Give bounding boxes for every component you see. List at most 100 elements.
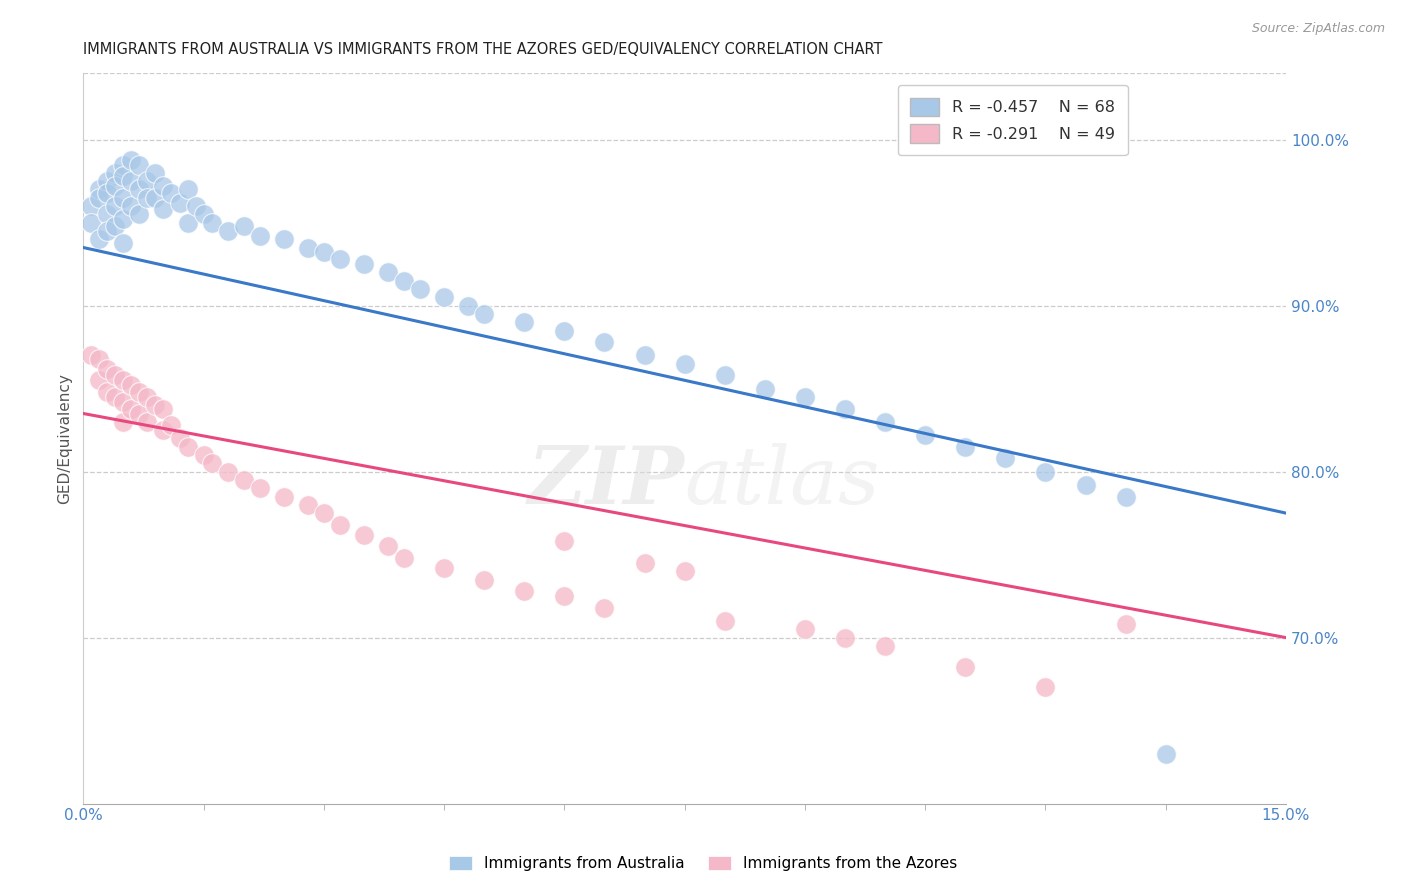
Point <box>433 561 456 575</box>
Point <box>377 539 399 553</box>
Point <box>673 357 696 371</box>
Point <box>217 465 239 479</box>
Point <box>1074 478 1097 492</box>
Point <box>145 191 167 205</box>
Point <box>377 265 399 279</box>
Point <box>793 390 815 404</box>
Text: atlas: atlas <box>685 443 880 521</box>
Point <box>232 219 254 233</box>
Point <box>128 182 150 196</box>
Point <box>120 153 142 167</box>
Point <box>160 186 183 200</box>
Point <box>169 195 191 210</box>
Point <box>96 361 118 376</box>
Point <box>297 498 319 512</box>
Point <box>593 600 616 615</box>
Point <box>249 228 271 243</box>
Point <box>112 157 135 171</box>
Point <box>217 224 239 238</box>
Point <box>1154 747 1177 761</box>
Point <box>104 179 127 194</box>
Point <box>176 440 198 454</box>
Point <box>89 182 111 196</box>
Point <box>136 174 159 188</box>
Point <box>193 207 215 221</box>
Point <box>392 274 415 288</box>
Point <box>713 368 735 383</box>
Point <box>104 390 127 404</box>
Point <box>80 216 103 230</box>
Point <box>754 382 776 396</box>
Point <box>152 401 174 416</box>
Point <box>152 423 174 437</box>
Point <box>136 191 159 205</box>
Point <box>312 245 335 260</box>
Point <box>176 182 198 196</box>
Point <box>329 517 352 532</box>
Point <box>128 384 150 399</box>
Point <box>96 384 118 399</box>
Point <box>633 348 655 362</box>
Point <box>1115 490 1137 504</box>
Point <box>184 199 207 213</box>
Point <box>89 232 111 246</box>
Point <box>472 573 495 587</box>
Point <box>112 373 135 387</box>
Point <box>472 307 495 321</box>
Point <box>312 506 335 520</box>
Point <box>136 415 159 429</box>
Point <box>1115 617 1137 632</box>
Legend: R = -0.457    N = 68, R = -0.291    N = 49: R = -0.457 N = 68, R = -0.291 N = 49 <box>897 85 1128 155</box>
Point <box>96 207 118 221</box>
Point <box>112 169 135 183</box>
Point <box>112 212 135 227</box>
Point <box>914 428 936 442</box>
Point <box>673 564 696 578</box>
Point <box>873 415 896 429</box>
Point <box>409 282 432 296</box>
Point <box>120 199 142 213</box>
Point <box>112 415 135 429</box>
Point <box>834 631 856 645</box>
Point <box>104 219 127 233</box>
Point <box>176 216 198 230</box>
Point <box>249 481 271 495</box>
Point <box>112 395 135 409</box>
Point <box>104 166 127 180</box>
Point <box>80 348 103 362</box>
Point <box>713 614 735 628</box>
Y-axis label: GED/Equivalency: GED/Equivalency <box>58 373 72 504</box>
Point <box>112 191 135 205</box>
Point <box>392 550 415 565</box>
Point <box>955 660 977 674</box>
Legend: Immigrants from Australia, Immigrants from the Azores: Immigrants from Australia, Immigrants fr… <box>443 850 963 877</box>
Point <box>513 584 536 599</box>
Point <box>120 174 142 188</box>
Point <box>553 589 575 603</box>
Text: ZIP: ZIP <box>527 443 685 521</box>
Point <box>994 451 1017 466</box>
Point <box>96 186 118 200</box>
Point <box>1035 681 1057 695</box>
Point <box>329 252 352 267</box>
Point <box>160 418 183 433</box>
Text: Source: ZipAtlas.com: Source: ZipAtlas.com <box>1251 22 1385 36</box>
Point <box>1035 465 1057 479</box>
Point <box>169 431 191 445</box>
Point <box>136 390 159 404</box>
Point <box>553 534 575 549</box>
Point <box>232 473 254 487</box>
Point <box>96 224 118 238</box>
Point <box>513 315 536 329</box>
Point <box>104 199 127 213</box>
Point <box>120 401 142 416</box>
Point <box>145 398 167 412</box>
Point <box>793 623 815 637</box>
Point <box>104 368 127 383</box>
Point <box>89 373 111 387</box>
Point <box>433 290 456 304</box>
Point <box>200 456 222 470</box>
Point <box>89 351 111 366</box>
Point <box>353 257 375 271</box>
Point <box>152 179 174 194</box>
